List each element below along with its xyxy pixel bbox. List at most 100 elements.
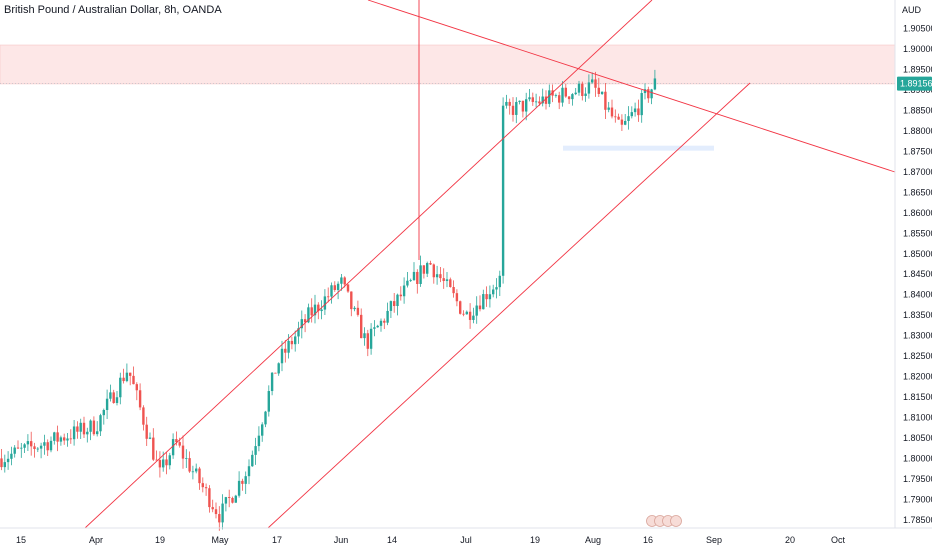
x-tick-label: 16 (643, 535, 653, 545)
x-tick-label: Apr (89, 535, 103, 545)
candle (145, 416, 148, 446)
candle (416, 269, 419, 294)
x-tick-label: 14 (387, 535, 397, 545)
candle (244, 471, 247, 495)
candle (617, 113, 620, 120)
candle (564, 83, 567, 98)
candle (323, 289, 327, 316)
candle (310, 298, 313, 323)
candle (23, 443, 26, 454)
candle (534, 93, 538, 108)
candle (376, 324, 379, 328)
economic-events-icon[interactable] (646, 515, 682, 527)
candle (373, 320, 376, 337)
candle (257, 426, 261, 452)
candle (105, 389, 109, 420)
candle (330, 282, 333, 304)
candle (525, 92, 528, 121)
candle (511, 97, 515, 122)
candle (320, 300, 323, 320)
candle (115, 390, 119, 406)
candle (412, 262, 416, 281)
candle (581, 81, 584, 101)
candle (389, 300, 393, 319)
candle (587, 74, 591, 99)
candle (280, 340, 284, 372)
candle (218, 506, 221, 531)
candle (558, 91, 561, 110)
candle (237, 471, 241, 498)
y-tick-label: 1.80500 (903, 433, 932, 443)
candle (300, 310, 303, 339)
candle (201, 477, 204, 493)
candle (614, 109, 617, 123)
candle (445, 272, 449, 288)
x-tick-label: 19 (530, 535, 540, 545)
candle (465, 310, 468, 315)
candle (231, 496, 234, 504)
candle (584, 87, 587, 102)
candle (6, 451, 10, 470)
candle (10, 446, 13, 466)
channel-upper-line (84, 0, 653, 529)
candle (435, 265, 439, 285)
candle (284, 340, 287, 363)
candle (297, 321, 300, 344)
candle (452, 280, 455, 298)
candle (208, 485, 211, 513)
candle (630, 106, 633, 119)
y-tick-label: 1.78500 (903, 515, 932, 525)
candle (109, 384, 112, 402)
candle (251, 450, 254, 467)
candle (13, 445, 16, 458)
candle (125, 363, 129, 383)
candle (647, 86, 650, 103)
candle (313, 294, 317, 324)
candle (531, 92, 534, 106)
candle (336, 281, 340, 300)
candle (33, 442, 36, 458)
candle (637, 99, 640, 122)
x-tick-label: 19 (155, 535, 165, 545)
candle (198, 466, 201, 490)
candle (152, 428, 155, 462)
candle (211, 499, 214, 513)
candle (188, 451, 191, 473)
candle (148, 432, 152, 440)
candle (82, 416, 86, 438)
candle (181, 435, 185, 469)
candle (429, 260, 432, 266)
svg-text:1.89156: 1.89156 (900, 79, 932, 89)
candle (554, 93, 558, 98)
candle (419, 255, 422, 287)
candle (640, 89, 643, 123)
candle (650, 88, 653, 105)
y-tick-label: 1.82000 (903, 372, 932, 382)
candle (432, 263, 435, 284)
candle (366, 329, 369, 357)
y-tick-label: 1.84500 (903, 269, 932, 279)
y-tick-label: 1.87500 (903, 146, 932, 156)
candle (577, 80, 581, 96)
candle (620, 114, 624, 132)
candle (132, 366, 135, 385)
candle (241, 478, 244, 491)
candle (254, 437, 257, 465)
candle (267, 385, 270, 417)
candle (643, 83, 647, 100)
candle (158, 451, 162, 478)
candle (455, 289, 459, 307)
candle (449, 277, 452, 288)
candle (422, 265, 426, 279)
candle (228, 489, 231, 508)
candle (475, 296, 478, 324)
candle (541, 88, 544, 107)
candle (264, 410, 267, 428)
candle (600, 91, 604, 96)
candle (112, 389, 115, 404)
candle (36, 447, 39, 453)
candle (122, 368, 125, 384)
candle (63, 433, 66, 445)
